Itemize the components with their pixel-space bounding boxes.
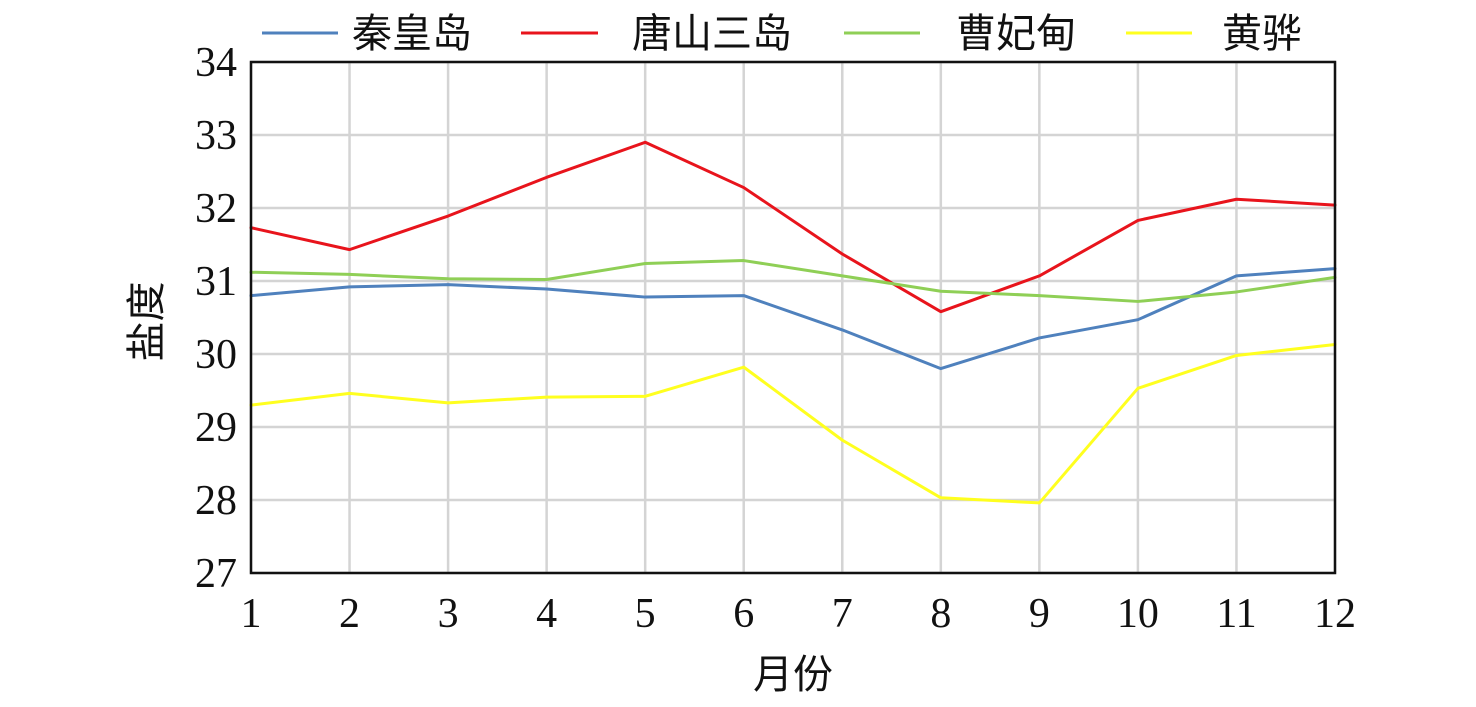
y-tick-label: 27 [195, 551, 237, 597]
x-tick-label: 7 [832, 591, 853, 637]
x-tick-label: 8 [930, 591, 951, 637]
series-line-3 [249, 259, 1337, 303]
series-line-1 [249, 267, 1337, 371]
y-tick-label: 28 [195, 478, 237, 524]
y-tick-label: 30 [195, 332, 237, 378]
x-tick-label: 2 [339, 591, 360, 637]
x-axis-ticks: 1 2 3 4 5 6 7 8 9 10 11 12 [241, 591, 1357, 637]
x-tick-label: 10 [1117, 591, 1159, 637]
x-tick-label: 5 [635, 591, 656, 637]
grid [249, 60, 1337, 575]
y-tick-label: 32 [195, 186, 237, 232]
series-lines [249, 140, 1337, 505]
y-axis-ticks: 27 28 29 30 31 32 33 34 [195, 40, 237, 597]
x-tick-label: 9 [1029, 591, 1050, 637]
legend-label: 秦皇岛 [352, 11, 472, 57]
y-tick-label: 29 [195, 405, 237, 451]
y-tick-label: 33 [195, 113, 237, 159]
y-axis-title: 盐度 [124, 282, 170, 362]
x-tick-label: 3 [438, 591, 459, 637]
x-axis-title: 月份 [753, 652, 833, 698]
series-line-4 [249, 343, 1337, 505]
y-tick-label: 31 [195, 259, 237, 305]
legend: 秦皇岛 唐山三岛 曹妃甸 黄骅 [262, 11, 1302, 57]
y-tick-label: 34 [195, 40, 237, 86]
series-line-2 [249, 140, 1337, 314]
x-tick-label: 11 [1216, 591, 1256, 637]
x-tick-label: 6 [733, 591, 754, 637]
legend-item: 黄骅 [1126, 11, 1302, 57]
legend-label: 黄骅 [1222, 11, 1302, 57]
legend-label: 曹妃甸 [956, 11, 1076, 57]
legend-label: 唐山三岛 [632, 11, 792, 57]
x-tick-label: 1 [241, 591, 262, 637]
legend-item: 秦皇岛 [262, 11, 472, 57]
legend-item: 唐山三岛 [521, 11, 792, 57]
x-tick-label: 4 [536, 591, 557, 637]
legend-item: 曹妃甸 [844, 11, 1076, 57]
x-tick-label: 12 [1314, 591, 1356, 637]
plot-area-frame [249, 60, 1337, 575]
